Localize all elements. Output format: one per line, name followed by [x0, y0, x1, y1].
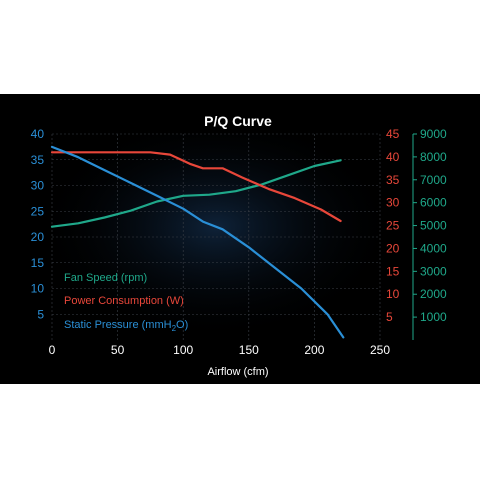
x-tick-label: 100 — [173, 343, 193, 357]
power-axis-tick-label: 30 — [386, 196, 400, 210]
legend: Fan Speed (rpm) Power Consumption (W) St… — [64, 272, 188, 333]
power-axis-tick-label: 35 — [386, 173, 400, 187]
legend-static-pressure-base: Static Pressure (mmH — [64, 319, 172, 331]
power-axis-tick-label: 25 — [386, 219, 400, 233]
left-axis-tick-label: 30 — [31, 179, 45, 193]
fan-speed-axis-tick-label: 9000 — [420, 127, 447, 141]
legend-static-pressure: Static Pressure (mmH2O) — [64, 319, 188, 333]
x-tick-label: 0 — [49, 343, 56, 357]
pq-curve-chart: 0 50 100 150 200 250 5 10 15 20 25 30 35 40 5 10 15 20 25 3… — [31, 113, 447, 378]
fan-speed-axis-tick-label: 5000 — [420, 219, 447, 233]
left-axis-tick-label: 35 — [31, 153, 45, 167]
power-axis-tick-label: 20 — [386, 241, 400, 255]
power-consumption-line — [50, 151, 342, 223]
legend-fan-speed: Fan Speed (rpm) — [64, 272, 147, 284]
fan-speed-axis-tick-label: 3000 — [420, 264, 447, 278]
fan-speed-axis-tick-label: 7000 — [420, 173, 447, 187]
fan-speed-axis-tick-label: 8000 — [420, 150, 447, 164]
left-axis-tick-label: 25 — [31, 204, 45, 218]
power-axis-tick-label: 15 — [386, 264, 400, 278]
left-axis-tick-label: 15 — [31, 256, 45, 270]
power-axis-tick-label: 40 — [386, 150, 400, 164]
legend-static-pressure-sub: 2 — [172, 324, 177, 333]
x-tick-label: 150 — [239, 343, 259, 357]
legend-power-consumption: Power Consumption (W) — [64, 295, 184, 307]
fan-speed-line — [50, 159, 342, 228]
static-pressure-line — [50, 145, 345, 339]
left-axis-tick-label: 40 — [31, 127, 45, 141]
left-axis-tick-label: 5 — [37, 307, 44, 321]
fan-speed-axis-tick-label: 4000 — [420, 241, 447, 255]
chart-panel: 0 50 100 150 200 250 5 10 15 20 25 30 35 40 5 10 15 20 25 3… — [0, 94, 480, 384]
series-lines — [50, 145, 345, 339]
x-tick-label: 250 — [370, 343, 390, 357]
power-axis-tick-label: 45 — [386, 127, 400, 141]
left-axis-tick-label: 10 — [31, 282, 45, 296]
power-axis-tick-label: 10 — [386, 287, 400, 301]
left-axis-tick-label: 20 — [31, 230, 45, 244]
fan-speed-axis-tick-label: 1000 — [420, 310, 447, 324]
tick-labels: 0 50 100 150 200 250 5 10 15 20 25 30 35 40 5 10 15 20 25 3… — [31, 127, 447, 357]
x-tick-label: 50 — [111, 343, 125, 357]
fan-speed-axis-tick-label: 2000 — [420, 287, 447, 301]
legend-static-pressure-end: O) — [176, 319, 188, 331]
x-tick-label: 200 — [304, 343, 324, 357]
x-axis-label: Airflow (cfm) — [207, 366, 268, 378]
chart-title: P/Q Curve — [204, 113, 272, 129]
fan-speed-axis-tick-label: 6000 — [420, 196, 447, 210]
power-axis-tick-label: 5 — [386, 310, 393, 324]
